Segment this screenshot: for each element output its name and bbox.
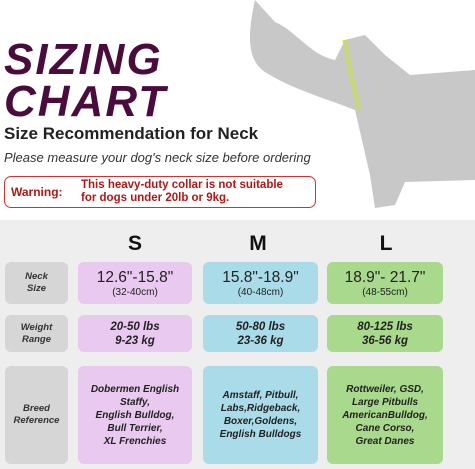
row-label: Weight Range (5, 315, 68, 352)
cell: 50-80 lbs 23-36 kg (203, 315, 318, 352)
text: Size (26, 283, 46, 294)
warning-label: Warning: (11, 185, 63, 199)
dog-silhouette (250, 0, 475, 208)
text: XL Frenchies (103, 435, 167, 447)
text: Dobermen English (90, 383, 180, 395)
text: 20-50 lbs (110, 320, 160, 333)
column-header: L (379, 232, 393, 255)
row-label: Neck Size (5, 262, 68, 304)
text: Great Danes (355, 435, 415, 447)
text: Reference (13, 415, 60, 426)
text: Breed (23, 403, 50, 414)
text: 36-56 kg (361, 334, 409, 347)
text: Amstaff, Pitbull, (222, 390, 299, 401)
text: Cane Corso, (355, 422, 415, 434)
text: Boxer,Goldens, (223, 416, 298, 427)
text: Neck (25, 271, 48, 282)
cell: Amstaff, Pitbull, Labs,Ridgeback, Boxer,Go… (203, 366, 318, 464)
cell: 15.8"-18.9" (40-48cm) (203, 262, 318, 304)
title-line: CHART (4, 77, 168, 126)
text: 80-125 lbs (357, 320, 413, 333)
text: Labs,Ridgeback, (220, 403, 301, 414)
warning-text: This heavy-duty collar is not suitable (81, 179, 283, 191)
title-line: SIZING (4, 35, 163, 84)
text: 12.6"-15.8" (96, 268, 174, 286)
text: Large Pitbulls (351, 396, 419, 408)
text: 23-36 kg (237, 334, 284, 347)
text: Bull Terrier, (107, 422, 163, 434)
text: Rottweiler, GSD, (346, 383, 424, 395)
cell: Dobermen English Staffy, English Bulldog, B… (78, 366, 192, 464)
text: 15.8"-18.9" (222, 268, 299, 286)
text: Weight (20, 321, 53, 333)
cell: 18.9"- 21.7" (48-55cm) (327, 262, 443, 304)
text: 18.9"- 21.7" (344, 268, 426, 286)
warning-box: Warning: This heavy-duty collar is not s… (4, 176, 316, 208)
text: (32-40cm) (112, 286, 158, 298)
warning-text: for dogs under 20lb or 9kg. (81, 192, 230, 204)
text: 9-23 kg (115, 334, 155, 347)
text: (40-48cm) (237, 286, 284, 298)
cell: 12.6"-15.8" (32-40cm) (78, 262, 192, 304)
column-header: M (249, 232, 267, 255)
text: AmericanBulldog, (342, 409, 428, 421)
text: 50-80 lbs (235, 320, 286, 333)
text: Staffy, (119, 396, 150, 408)
instruction: Please measure your dog's neck size befo… (4, 150, 311, 165)
text: English Bulldog, (95, 409, 175, 421)
text: (48-55cm) (362, 286, 408, 298)
text: Range (21, 333, 52, 345)
cell: Rottweiler, GSD, Large Pitbulls AmericanBu… (327, 366, 443, 464)
column-header: S (127, 232, 142, 255)
row-label: Breed Reference (5, 366, 68, 464)
text: English Bulldogs (219, 429, 302, 440)
cell: 20-50 lbs 9-23 kg (78, 315, 192, 352)
cell: 80-125 lbs 36-56 kg (327, 315, 443, 352)
subtitle: Size Recommendation for Neck (4, 124, 259, 143)
